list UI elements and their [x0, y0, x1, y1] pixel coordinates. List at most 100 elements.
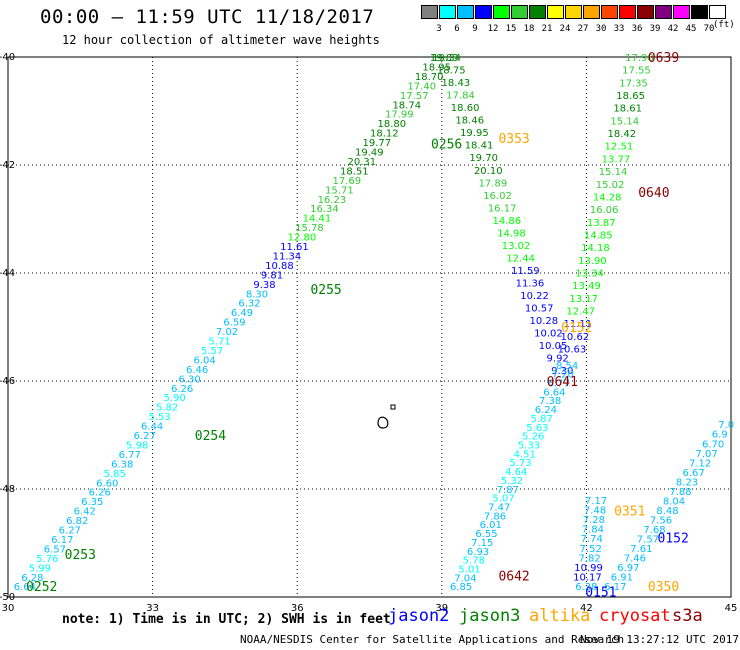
wave-height-value: 13.49 — [572, 281, 601, 292]
wave-height-value: 13.34 — [575, 269, 604, 280]
wave-height-value: 6.64 — [14, 582, 36, 593]
legend-s3a: s3a — [672, 606, 703, 626]
wave-height-value: 7.46 — [624, 554, 646, 565]
wave-height-value: 14.41 — [303, 214, 332, 225]
generation-timestamp: Nov 19 13:27:12 UTC 2017 — [580, 633, 739, 646]
wave-height-value: 7.17 — [585, 496, 607, 507]
wave-height-value: 7.20 — [552, 370, 574, 381]
wave-height-value: 6.82 — [66, 516, 88, 527]
wave-height-value: 10.28 — [529, 316, 558, 327]
wave-height-value: 11.59 — [511, 266, 540, 277]
wave-height-value: 5.78 — [463, 556, 485, 567]
wave-height-value: 6.44 — [141, 422, 163, 433]
latitude-label: -46 — [0, 376, 15, 387]
wave-height-value: 7.88 — [669, 487, 691, 498]
wave-height-value: 17.40 — [407, 81, 436, 92]
wave-height-value: 17.98 — [625, 53, 654, 64]
wave-height-value: 5.73 — [509, 458, 531, 469]
wave-height-value: 6.64 — [543, 387, 565, 398]
wave-height-value: 6.46 — [186, 365, 208, 376]
scale-swatch — [601, 5, 618, 19]
wave-height-value: 16.17 — [488, 203, 517, 214]
scale-unit-label: (ft) — [713, 20, 735, 30]
latitude-label: -42 — [0, 160, 15, 171]
wave-height-value: 5.71 — [208, 337, 230, 348]
scale-swatch — [655, 5, 672, 19]
wave-height-value: 13.77 — [602, 154, 631, 165]
wave-height-value: 6.93 — [467, 547, 489, 558]
island-outline-small — [390, 404, 396, 410]
wave-height-value: 18.43 — [442, 78, 471, 89]
wave-height-value: 6.27 — [134, 431, 156, 442]
wave-height-value: 6.17 — [604, 582, 626, 593]
wave-height-value: 7.15 — [471, 538, 493, 549]
scale-label: 12 — [487, 24, 499, 34]
wave-height-value: 7.48 — [584, 505, 606, 516]
wave-height-value: 5.53 — [149, 412, 171, 423]
scale-label: 30 — [595, 24, 607, 34]
wave-height-value: 6.28 — [21, 573, 43, 584]
scale-swatch — [457, 5, 474, 19]
footnote: note: 1) Time is in UTC; 2) SWH is in fe… — [62, 612, 391, 627]
wave-height-value: 5.32 — [501, 476, 523, 487]
pass-time-label: 0253 — [65, 548, 96, 563]
wave-height-value: 5.57 — [201, 346, 223, 357]
wave-height-value: 20.31 — [348, 157, 377, 168]
longitude-label: 42 — [580, 603, 593, 614]
wave-height-value: 7.84 — [582, 525, 604, 536]
wave-height-value: 6.24 — [535, 405, 557, 416]
scale-swatch — [619, 5, 636, 19]
scale-swatch — [637, 5, 654, 19]
wave-height-value: 18.42 — [607, 129, 636, 140]
legend-jason2: jason2 — [388, 606, 450, 626]
wave-height-value: 5.87 — [531, 414, 553, 425]
scale-label: 21 — [541, 24, 553, 34]
wave-height-value: 16.06 — [590, 205, 619, 216]
wave-height-value: 10.05 — [539, 341, 568, 352]
wave-height-value: 6.17 — [51, 535, 73, 546]
scale-label: 36 — [631, 24, 643, 34]
wave-height-value: 6.77 — [119, 450, 141, 461]
wave-height-value: 6.91 — [611, 573, 633, 584]
pass-time-label: 0152 — [658, 532, 689, 547]
wave-height-value: 6.97 — [617, 563, 639, 574]
scale-label: 39 — [649, 24, 661, 34]
wave-height-value: 19.95 — [460, 128, 489, 139]
pass-time-label: 0350 — [648, 580, 679, 595]
wave-height-value: 7.61 — [630, 544, 652, 555]
wave-height-value: 6.26 — [89, 488, 111, 499]
wave-height-value: 12.47 — [566, 307, 595, 318]
wave-height-value: 5.01 — [458, 564, 480, 575]
wave-height-value: 12.44 — [506, 253, 535, 264]
wave-height-value: 7.68 — [643, 525, 665, 536]
wave-height-value: 5.26 — [522, 432, 544, 443]
island-outline — [377, 416, 389, 429]
wave-height-value: 15.14 — [599, 167, 628, 178]
wave-height-value: 6.70 — [702, 439, 724, 450]
longitude-label: 33 — [146, 603, 159, 614]
scale-swatch — [493, 5, 510, 19]
wave-height-value: 9.81 — [261, 270, 283, 281]
wave-height-value: 5.99 — [29, 563, 51, 574]
wave-height-value: 18.80 — [377, 119, 406, 130]
wave-height-value: 18.41 — [465, 141, 494, 152]
islands — [377, 404, 396, 429]
scale-label: 15 — [505, 24, 517, 34]
scale-swatch — [511, 5, 528, 19]
scale-swatch — [709, 5, 726, 19]
wave-height-value: 18.12 — [370, 129, 399, 140]
latitude-label: -48 — [0, 484, 15, 495]
wave-height-value: 6.60 — [96, 478, 118, 489]
wave-height-value: 13.02 — [502, 241, 531, 252]
s3a-pass-0641: 8.547.206.776.647.386.245.875.635.265.33… — [450, 361, 578, 593]
wave-height-value: 7.57 — [637, 535, 659, 546]
scale-swatch — [691, 5, 708, 19]
wave-height-value: 13.87 — [587, 218, 616, 229]
wave-height-value: 14.86 — [492, 216, 521, 227]
wave-height-value: 15.02 — [596, 180, 625, 191]
wave-height-value: 10.99 — [574, 563, 603, 574]
wave-height-value: 11.11 — [563, 319, 592, 330]
s3a-pass-0639: 17.9817.5517.3518.6518.6115.1418.4212.51… — [558, 53, 654, 356]
wave-height-value: 7.0 — [718, 420, 734, 431]
scale-label: 3 — [436, 24, 442, 34]
